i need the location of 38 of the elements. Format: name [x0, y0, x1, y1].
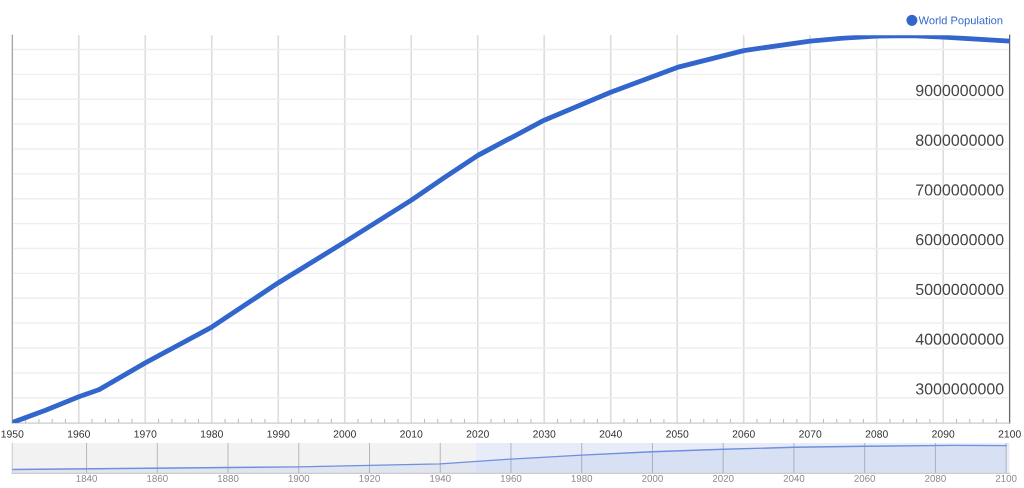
x-tick-label: 1980: [571, 475, 593, 482]
y-tick-label: 3000000000: [915, 383, 1004, 395]
x-tick-label: 2060: [854, 475, 876, 482]
x-tick-label: 1960: [67, 430, 90, 438]
x-tick-label: 2060: [732, 430, 755, 438]
x-tick-label: 2020: [466, 430, 489, 438]
x-tick-label: 2070: [799, 430, 822, 438]
y-tick-label: 5000000000: [915, 283, 1004, 296]
x-tick-label: 2080: [865, 430, 888, 438]
x-tick-label: 2090: [932, 430, 955, 438]
x-tick-label: 2100: [995, 475, 1017, 482]
x-tick-label: 1900: [288, 475, 310, 482]
x-tick-label: 1950: [1, 430, 24, 438]
x-tick-label: 1980: [200, 430, 223, 438]
x-tick-label: 1840: [76, 475, 97, 482]
x-tick-label: 2040: [783, 475, 805, 482]
y-tick-label: 6000000000: [916, 234, 1004, 246]
x-tick-label: 1880: [217, 475, 239, 482]
y-tick-label: 8000000000: [915, 134, 1004, 146]
x-tick-label: 2000: [333, 430, 356, 438]
x-tick-label: 2010: [400, 430, 423, 438]
y-tick-label: 7000000000: [916, 184, 1004, 196]
x-tick-label: 2050: [666, 430, 689, 438]
x-tick-label: 1990: [267, 430, 290, 438]
x-tick-label: 1940: [430, 475, 451, 482]
legend-label: World Population: [918, 16, 1003, 27]
x-tick-label: 2020: [712, 475, 734, 482]
x-tick-label: 1970: [134, 430, 157, 438]
x-tick-label: 2100: [998, 430, 1021, 438]
x-tick-label: 1920: [359, 475, 380, 482]
y-tick-label: 9000000000: [916, 84, 1004, 97]
x-tick-label: 2030: [533, 430, 556, 438]
x-tick-label: 1860: [147, 475, 168, 482]
y-tick-label: 4000000000: [915, 333, 1004, 345]
x-tick-label: 2000: [642, 475, 663, 482]
x-tick-label: 1960: [500, 475, 522, 482]
x-tick-label: 2080: [925, 475, 946, 482]
x-tick-label: 2040: [599, 430, 622, 438]
